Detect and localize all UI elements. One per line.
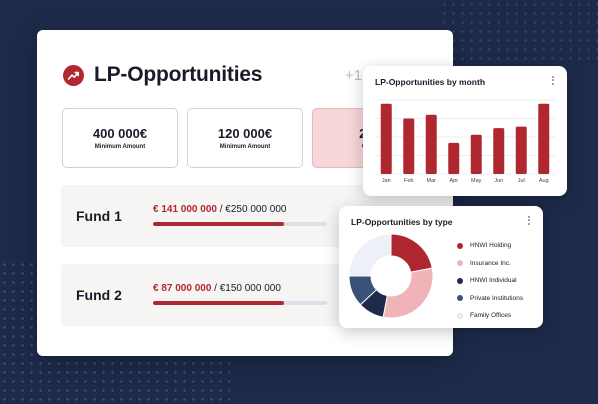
bar-may[interactable] [470, 134, 482, 174]
tick-label: May [471, 178, 482, 184]
fund-amount: € 87 000 000 / €150 000 000 [153, 283, 281, 294]
legend-dot [457, 312, 463, 319]
legend-item[interactable]: Insurance Inc. [457, 255, 523, 273]
fund-progress-fill [153, 222, 284, 226]
widget-title: LP-Opportunities by type [351, 217, 453, 227]
fund-progress-track [153, 301, 327, 305]
month-bar-chart: Jan Feb Mar Apr May Jun Jul Aug [375, 99, 555, 184]
bar-jan[interactable] [380, 103, 392, 174]
bar-apr[interactable] [448, 142, 460, 174]
legend-label: Insurance Inc. [470, 259, 511, 267]
fund-raised: € 141 000 000 [153, 204, 217, 215]
legend-item[interactable]: Family Offices [457, 307, 523, 325]
stat-value: 120 000€ [217, 126, 273, 141]
tick-label: Mar [427, 178, 437, 184]
legend-label: HNWI Holding [470, 242, 512, 250]
trending-up-icon [63, 64, 84, 86]
type-chart-widget: LP-Opportunities by type HNWI Holding Ins… [339, 206, 543, 328]
fund-name: Fund 1 [76, 208, 122, 224]
tick-label: Feb [404, 178, 413, 184]
legend-dot [457, 295, 463, 302]
fund-amount: € 141 000 000 / €250 000 000 [153, 204, 286, 215]
slice-hnwi-holding[interactable] [390, 233, 433, 273]
stat-card-minimum-amount-2[interactable]: 120 000€ Minimum Amount [187, 108, 303, 168]
fund-target: / €250 000 000 [216, 204, 287, 215]
month-chart-widget: LP-Opportunities by month Jan Feb Mar Apr Ma… [363, 66, 567, 196]
page-header: LP-Opportunities [63, 63, 262, 87]
legend-dot [457, 242, 463, 249]
slice-insurance-inc[interactable] [382, 267, 434, 319]
widget-title: LP-Opportunities by month [375, 77, 486, 87]
background-dots-top [440, 0, 598, 60]
stat-label: Minimum Amount [94, 144, 146, 150]
type-legend: HNWI Holding Insurance Inc. HNWI Individua… [457, 237, 523, 325]
legend-label: Family Offices [470, 312, 512, 320]
legend-item[interactable]: HNWI Holding [457, 237, 523, 255]
fund-name: Fund 2 [76, 287, 122, 303]
tick-label: Apr [449, 178, 458, 184]
fund-raised: € 87 000 000 [153, 283, 212, 294]
type-donut-chart [348, 233, 434, 319]
tick-label: Jun [494, 178, 503, 184]
legend-label: HNWI Individual [470, 277, 517, 285]
plus-count: +1 [345, 67, 363, 84]
stat-label: Minimum Amount [219, 144, 271, 150]
slice-family-offices[interactable] [348, 233, 392, 277]
more-options-icon[interactable] [527, 214, 531, 226]
tick-label: Jul [518, 178, 525, 184]
bar-aug[interactable] [538, 103, 550, 174]
bar-jun[interactable] [493, 128, 505, 174]
legend-dot [457, 277, 463, 284]
legend-dot [457, 260, 463, 267]
legend-label: Private Institutions [470, 294, 524, 302]
legend-item[interactable]: Private Institutions [457, 290, 523, 308]
legend-item[interactable]: HNWI Individual [457, 272, 523, 290]
stat-card-minimum-amount-1[interactable]: 400 000€ Minimum Amount [62, 108, 178, 168]
more-options-icon[interactable] [551, 74, 555, 86]
fund-progress-track [153, 222, 327, 226]
bar-jul[interactable] [515, 126, 527, 174]
stat-value: 400 000€ [92, 126, 148, 141]
bar-mar[interactable] [425, 114, 437, 174]
fund-target: / €150 000 000 [211, 283, 281, 294]
tick-label: Aug [539, 178, 549, 184]
tick-label: Jan [382, 178, 391, 184]
page-title: LP-Opportunities [94, 63, 263, 86]
bar-feb[interactable] [403, 118, 415, 175]
fund-progress-fill [153, 301, 284, 305]
